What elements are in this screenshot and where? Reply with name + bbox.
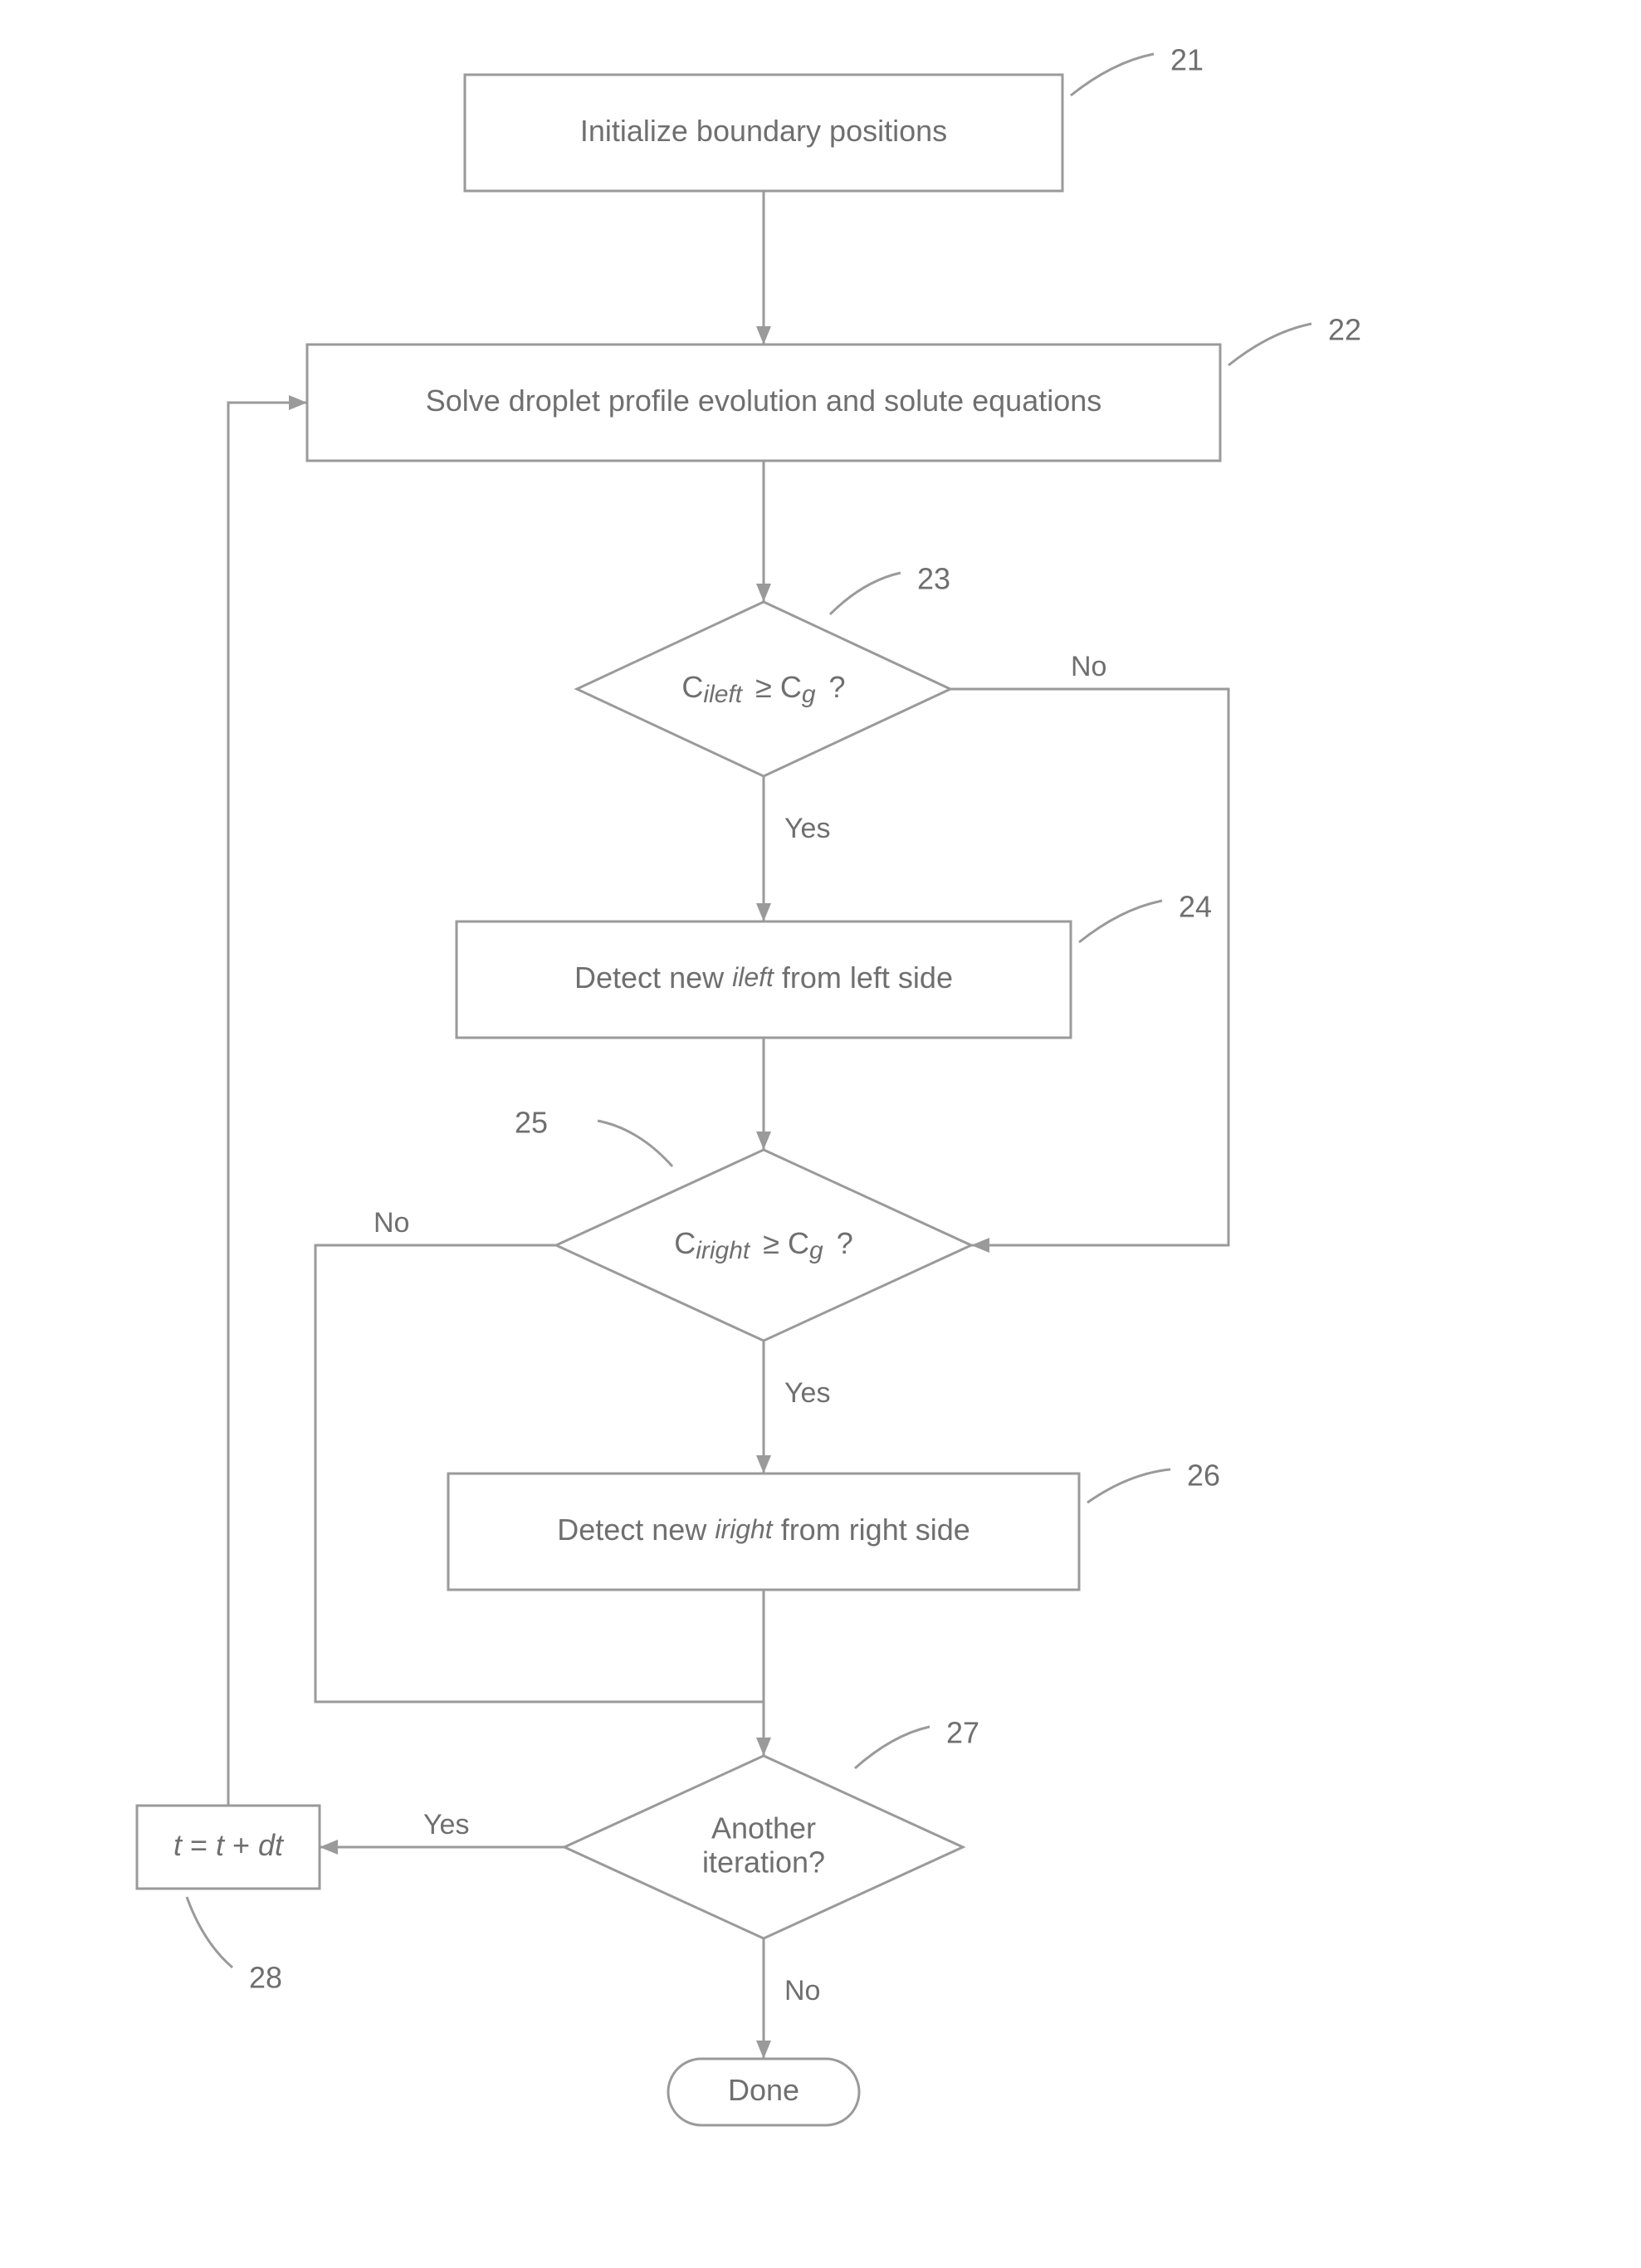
svg-text:28: 28 bbox=[249, 1961, 282, 1995]
svg-text:Another: Another bbox=[711, 1811, 816, 1845]
svg-text:No: No bbox=[374, 1207, 409, 1239]
svg-text:Ciright ≥ Cg ?: Ciright ≥ Cg ? bbox=[674, 1226, 853, 1264]
svg-text:22: 22 bbox=[1328, 313, 1361, 347]
svg-text:Cileft ≥ Cg ?: Cileft ≥ Cg ? bbox=[681, 670, 845, 708]
svg-text:Solve droplet profile evolutio: Solve droplet profile evolution and solu… bbox=[426, 384, 1102, 418]
svg-text:Detect new iright from right s: Detect new iright from right side bbox=[557, 1513, 970, 1547]
svg-text:21: 21 bbox=[1170, 43, 1204, 77]
svg-text:iteration?: iteration? bbox=[702, 1845, 825, 1879]
svg-text:23: 23 bbox=[917, 562, 950, 596]
svg-text:Detect new ileft from left sid: Detect new ileft from left side bbox=[574, 960, 953, 995]
svg-text:27: 27 bbox=[946, 1716, 979, 1750]
svg-text:Initialize boundary positions: Initialize boundary positions bbox=[580, 114, 947, 148]
svg-text:24: 24 bbox=[1179, 890, 1212, 924]
svg-text:No: No bbox=[1071, 651, 1106, 682]
svg-text:Yes: Yes bbox=[784, 813, 830, 844]
svg-text:No: No bbox=[784, 1975, 820, 2006]
svg-text:26: 26 bbox=[1187, 1459, 1220, 1493]
svg-text:Yes: Yes bbox=[423, 1809, 469, 1840]
svg-text:t = t + dt: t = t + dt bbox=[173, 1828, 285, 1862]
svg-text:Done: Done bbox=[728, 2073, 799, 2107]
svg-text:25: 25 bbox=[515, 1106, 548, 1140]
svg-text:Yes: Yes bbox=[784, 1377, 830, 1409]
